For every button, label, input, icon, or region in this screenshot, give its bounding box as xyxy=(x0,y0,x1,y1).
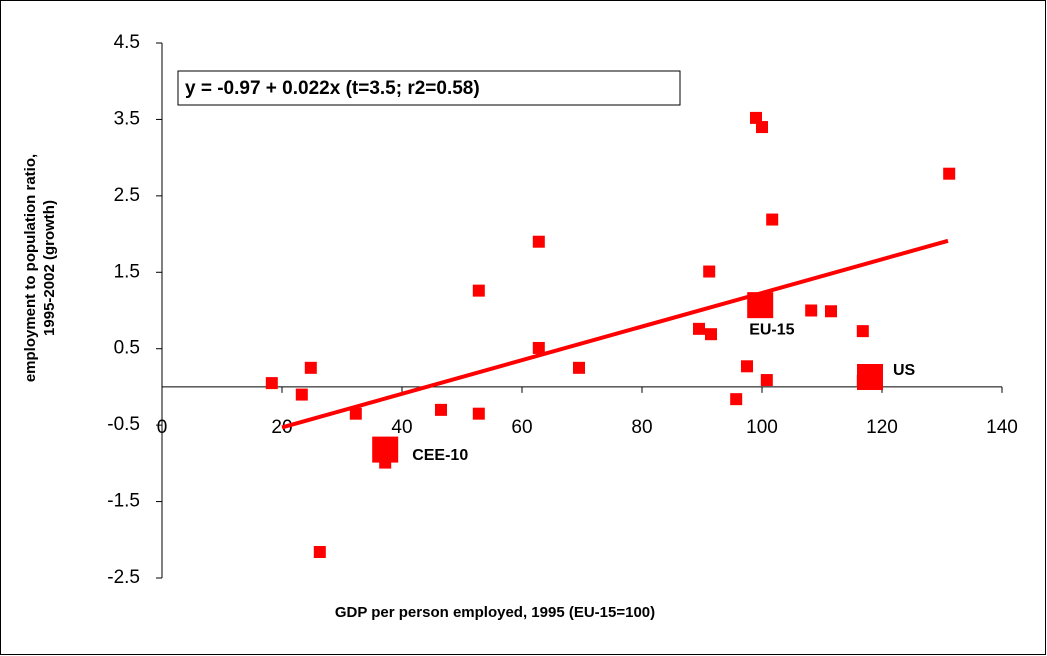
equation-box xyxy=(177,70,681,106)
x-tick-label: 120 xyxy=(866,417,898,438)
marker xyxy=(857,363,883,390)
x-tick-label: 20 xyxy=(271,417,292,438)
x-tick-label: 80 xyxy=(631,417,652,438)
marker xyxy=(760,374,773,387)
marker xyxy=(693,322,705,335)
marker xyxy=(825,305,837,318)
y-tick-label: 3.5 xyxy=(114,108,140,129)
point-label: US xyxy=(893,362,916,379)
y-tick-label: 2.5 xyxy=(114,185,140,206)
marker xyxy=(705,328,717,341)
marker xyxy=(856,325,869,338)
y-tick-label: 4.5 xyxy=(114,32,140,53)
marker xyxy=(532,341,545,354)
marker xyxy=(304,361,317,374)
marker xyxy=(703,265,716,278)
marker xyxy=(741,360,753,373)
y-tick-label: -2.5 xyxy=(107,567,140,588)
marker xyxy=(756,121,768,134)
marker xyxy=(943,167,956,180)
marker xyxy=(349,407,362,420)
marker xyxy=(472,407,485,420)
marker xyxy=(435,403,447,416)
point-label: CEE-10 xyxy=(412,447,468,464)
x-tick-label: 0 xyxy=(157,417,168,438)
marker xyxy=(573,361,585,374)
x-tick-label: 140 xyxy=(986,417,1018,438)
marker xyxy=(747,292,774,319)
y-tick-label: 0.5 xyxy=(114,338,140,359)
marker xyxy=(295,388,308,401)
x-axis-title: GDP per person employed, 1995 (EU-15=100… xyxy=(335,604,655,621)
y-tick-label: -0.5 xyxy=(107,414,140,435)
marker xyxy=(805,304,818,317)
x-tick-label: 100 xyxy=(746,417,778,438)
x-tick-label: 60 xyxy=(511,417,532,438)
equation: y = -0.97 + 0.022x (t=3.5; r2=0.58) xyxy=(185,78,480,99)
y-tick-label: 1.5 xyxy=(114,261,140,282)
marker xyxy=(472,284,485,297)
y-axis-title: 1995-2002 (growth) xyxy=(41,200,58,336)
x-tick-label: 40 xyxy=(391,417,412,438)
marker xyxy=(265,377,278,390)
marker xyxy=(313,546,326,559)
marker xyxy=(766,213,779,226)
marker xyxy=(750,111,762,124)
marker xyxy=(532,235,545,248)
y-axis-title: employment to population ratio, xyxy=(22,154,39,382)
trendline xyxy=(281,238,949,430)
y-tick-label: -1.5 xyxy=(107,491,140,512)
marker xyxy=(372,436,399,463)
marker xyxy=(730,393,743,406)
point-label: EU-15 xyxy=(749,321,794,338)
